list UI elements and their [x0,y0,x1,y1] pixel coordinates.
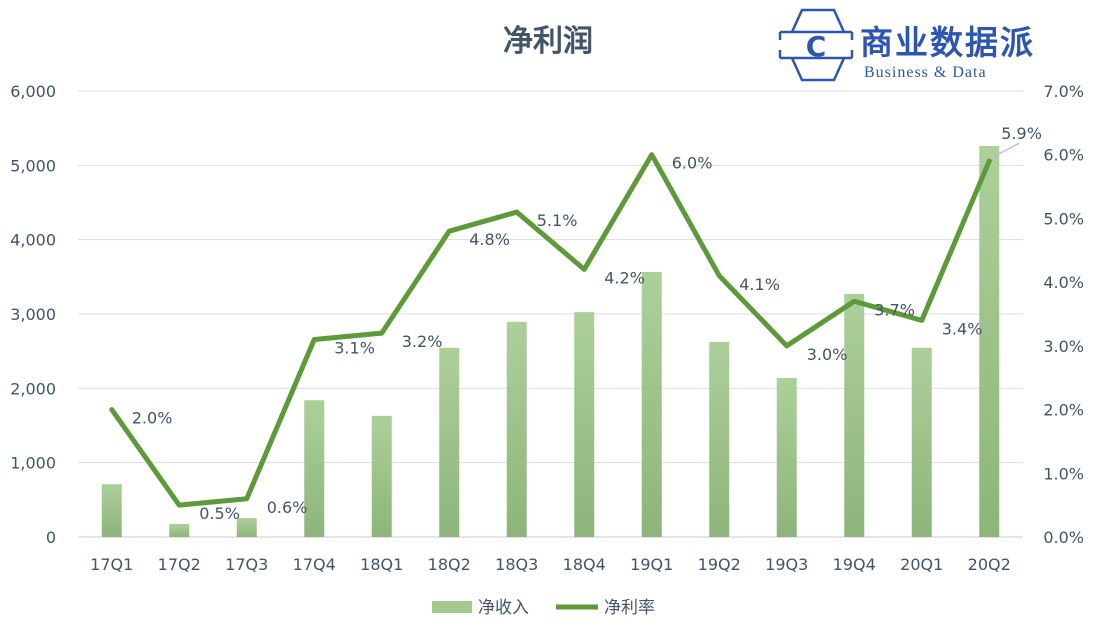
bar-18Q4 [574,312,595,537]
data-label: 3.0% [807,345,848,364]
x-tick-label: 20Q1 [900,555,943,574]
bar-18Q1 [371,415,392,537]
y-left-tick-label: 1,000 [10,454,56,473]
data-label: 3.7% [874,300,915,319]
data-label: 4.2% [604,268,645,287]
legend-bar-swatch [432,601,472,613]
x-tick-label: 19Q1 [630,555,673,574]
bar-19Q4 [844,293,865,537]
y-left-tick-label: 2,000 [10,379,56,398]
data-label: 0.6% [267,498,308,517]
y-right-tick-label: 6.0% [1043,146,1084,165]
x-tick-label: 18Q3 [495,555,538,574]
y-right-tick-label: 5.0% [1043,209,1084,228]
data-label: 3.2% [402,332,443,351]
y-right-tick-label: 3.0% [1043,337,1084,356]
logo-icon: C [778,8,854,82]
logo: C 商业数据派 Business & Data [778,8,1058,82]
data-label: 5.9% [1001,124,1042,143]
x-tick-label: 17Q4 [293,555,336,574]
y-right-tick-label: 0.0% [1043,528,1084,547]
bar-20Q2 [979,146,1000,538]
data-label: 5.1% [537,211,578,230]
y-left-tick-label: 5,000 [10,156,56,175]
bar-17Q3 [236,518,257,537]
bar-19Q1 [641,272,662,537]
y-right-tick-label: 2.0% [1043,401,1084,420]
bar-17Q2 [169,523,190,537]
bar-19Q3 [776,377,797,537]
legend-label-bar: 净收入 [478,598,529,618]
y-right-tick-label: 1.0% [1043,464,1084,483]
x-tick-label: 18Q1 [360,555,403,574]
data-label: 4.1% [739,275,780,294]
y-left-tick-label: 3,000 [10,305,56,324]
x-tick-label: 20Q2 [968,555,1011,574]
x-tick-label: 17Q3 [225,555,268,574]
logo-cn-text: 商业数据派 [860,23,1035,62]
x-tick-label: 17Q2 [158,555,201,574]
logo-letter: C [806,30,827,63]
y-right-tick-label: 7.0% [1043,82,1084,101]
data-label: 0.5% [199,504,240,523]
x-tick-label: 18Q2 [428,555,471,574]
data-label-leader [990,142,1020,159]
bar-17Q1 [101,484,122,537]
bar-20Q1 [911,347,932,537]
legend-label-line: 净利率 [604,598,655,618]
chart-title: 净利润 [503,24,593,59]
data-label: 4.8% [469,230,510,249]
x-tick-label: 19Q3 [765,555,808,574]
x-tick-label: 19Q2 [698,555,741,574]
data-label: 3.4% [942,319,983,338]
bar-18Q3 [506,321,527,537]
x-tick-label: 19Q4 [833,555,876,574]
x-tick-label: 18Q4 [563,555,606,574]
y-left-tick-label: 4,000 [10,231,56,250]
data-label: 3.1% [334,338,375,357]
bar-19Q2 [709,341,730,537]
y-left-tick-label: 0 [46,528,56,547]
line-net-margin [109,152,992,508]
x-tick-label: 17Q1 [90,555,133,574]
bar-18Q2 [439,347,460,537]
y-right-tick-label: 4.0% [1043,273,1084,292]
data-label: 2.0% [132,409,173,428]
logo-en-text: Business & Data [864,64,987,81]
bar-17Q4 [304,400,325,537]
data-label: 6.0% [672,154,713,173]
y-left-tick-label: 6,000 [10,82,56,101]
